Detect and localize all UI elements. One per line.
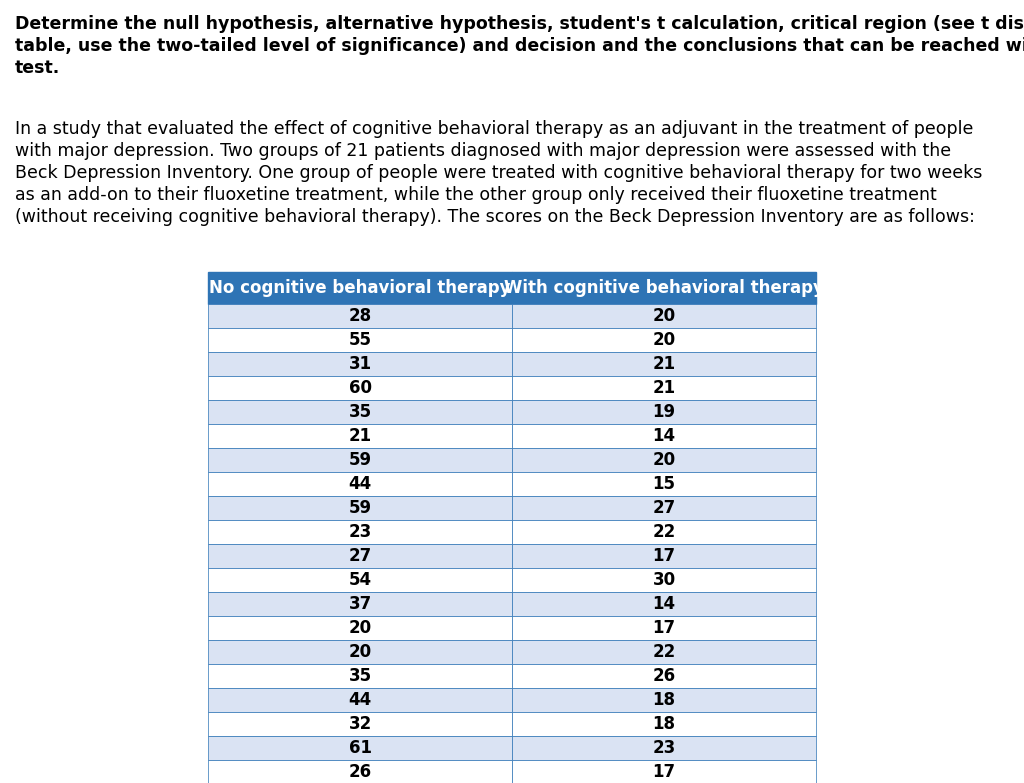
- Text: test.: test.: [15, 59, 60, 77]
- Text: No cognitive behavioral therapy: No cognitive behavioral therapy: [209, 279, 511, 297]
- Text: 17: 17: [652, 763, 676, 781]
- Text: 23: 23: [348, 523, 372, 541]
- Text: 23: 23: [652, 739, 676, 757]
- Text: 59: 59: [348, 451, 372, 469]
- Text: 44: 44: [348, 475, 372, 493]
- Text: 35: 35: [348, 667, 372, 685]
- Text: as an add-on to their fluoxetine treatment, while the other group only received : as an add-on to their fluoxetine treatme…: [15, 186, 937, 204]
- Text: 20: 20: [652, 451, 676, 469]
- Text: 21: 21: [348, 427, 372, 445]
- Text: (without receiving cognitive behavioral therapy). The scores on the Beck Depress: (without receiving cognitive behavioral …: [15, 208, 975, 226]
- Text: 59: 59: [348, 499, 372, 517]
- Text: 37: 37: [348, 595, 372, 613]
- Text: 14: 14: [652, 427, 676, 445]
- Text: 27: 27: [652, 499, 676, 517]
- Text: 30: 30: [652, 571, 676, 589]
- Text: 54: 54: [348, 571, 372, 589]
- Text: 55: 55: [348, 331, 372, 349]
- Text: 20: 20: [348, 619, 372, 637]
- Text: 32: 32: [348, 715, 372, 733]
- Text: 26: 26: [348, 763, 372, 781]
- Text: 26: 26: [652, 667, 676, 685]
- Text: with major depression. Two groups of 21 patients diagnosed with major depression: with major depression. Two groups of 21 …: [15, 142, 951, 160]
- Text: 27: 27: [348, 547, 372, 565]
- Text: 60: 60: [348, 379, 372, 397]
- Text: table, use the two-tailed level of significance) and decision and the conclusion: table, use the two-tailed level of signi…: [15, 37, 1024, 55]
- Text: 20: 20: [652, 307, 676, 325]
- Text: In a study that evaluated the effect of cognitive behavioral therapy as an adjuv: In a study that evaluated the effect of …: [15, 120, 974, 138]
- Text: 20: 20: [348, 643, 372, 661]
- Text: 14: 14: [652, 595, 676, 613]
- Text: 15: 15: [652, 475, 676, 493]
- Text: 21: 21: [652, 355, 676, 373]
- Text: 31: 31: [348, 355, 372, 373]
- Text: 18: 18: [652, 715, 676, 733]
- Text: 21: 21: [652, 379, 676, 397]
- Text: 44: 44: [348, 691, 372, 709]
- Text: 22: 22: [652, 523, 676, 541]
- Text: 28: 28: [348, 307, 372, 325]
- Text: 20: 20: [652, 331, 676, 349]
- Text: 18: 18: [652, 691, 676, 709]
- Text: 61: 61: [348, 739, 372, 757]
- Text: With cognitive behavioral therapy: With cognitive behavioral therapy: [504, 279, 824, 297]
- Text: 17: 17: [652, 619, 676, 637]
- Text: 19: 19: [652, 403, 676, 421]
- Text: Beck Depression Inventory. One group of people were treated with cognitive behav: Beck Depression Inventory. One group of …: [15, 164, 982, 182]
- Text: 17: 17: [652, 547, 676, 565]
- Text: Determine the null hypothesis, alternative hypothesis, student's t calculation, : Determine the null hypothesis, alternati…: [15, 15, 1024, 33]
- Text: 35: 35: [348, 403, 372, 421]
- Text: 22: 22: [652, 643, 676, 661]
